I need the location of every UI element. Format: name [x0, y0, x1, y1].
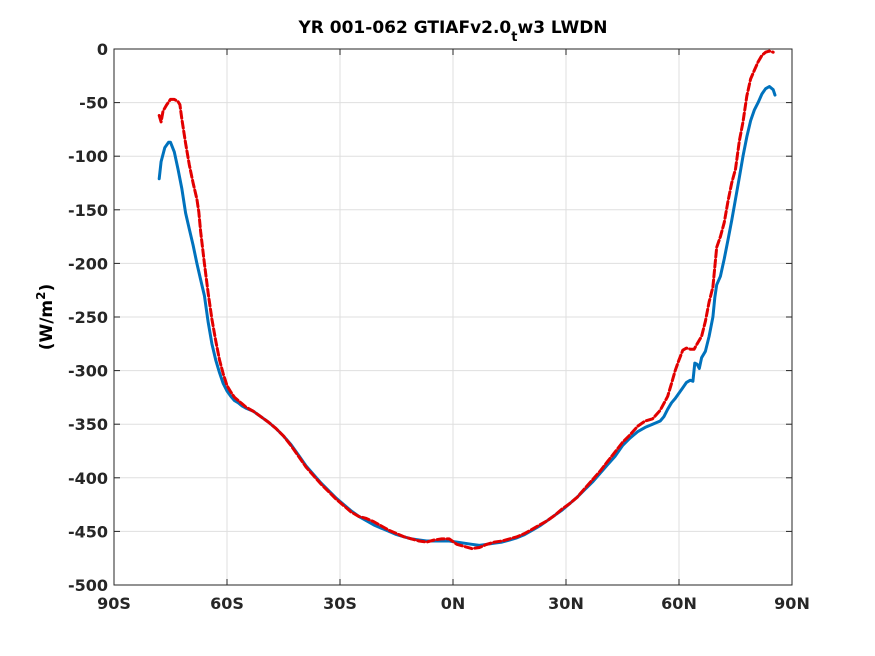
y-tick-label: -300	[68, 362, 108, 381]
x-tick-label: 60S	[210, 594, 244, 613]
tick-marks	[113, 48, 793, 586]
y-tick-label: -450	[68, 522, 108, 541]
x-tick-label: 90S	[97, 594, 131, 613]
y-tick-label: -150	[68, 201, 108, 220]
y-tick-label: -100	[68, 147, 108, 166]
chart-title: YR 001-062 GTIAFv2.0tw3 LWDN	[297, 18, 607, 45]
series-layer	[157, 49, 777, 551]
x-tick-label: 60N	[661, 594, 697, 613]
chart-title-subscript: t	[511, 30, 517, 45]
x-tick-label: 0N	[441, 594, 466, 613]
y-axis-label-suffix: )	[37, 284, 57, 292]
y-tick-labels: 0 -50 -100 -150 -200 -250 -300 -350 -400 -450 -500	[68, 40, 108, 595]
y-axis-label-main: (W/m	[37, 300, 57, 350]
y-tick-label: -200	[68, 254, 108, 273]
y-tick-label: -500	[68, 576, 108, 595]
y-tick-label: -400	[68, 469, 108, 488]
chart-title-suffix: w3 LWDN	[517, 18, 607, 38]
x-tick-label: 90N	[774, 594, 810, 613]
y-tick-label: -250	[68, 308, 108, 327]
x-tick-label: 30S	[323, 594, 357, 613]
chart-title-main: YR 001-062 GTIAFv2.0	[297, 18, 511, 38]
x-tick-labels: 90S 60S 30S 0N 30N 60N 90N	[97, 594, 810, 613]
y-tick-label: -350	[68, 415, 108, 434]
series-line-2	[157, 49, 775, 551]
y-tick-label: -50	[79, 94, 108, 113]
x-tick-label: 30N	[548, 594, 584, 613]
y-axis-label-superscript: 2	[34, 291, 48, 299]
y-axis-label: (W/m2)	[34, 284, 57, 351]
y-tick-label: 0	[97, 40, 108, 59]
